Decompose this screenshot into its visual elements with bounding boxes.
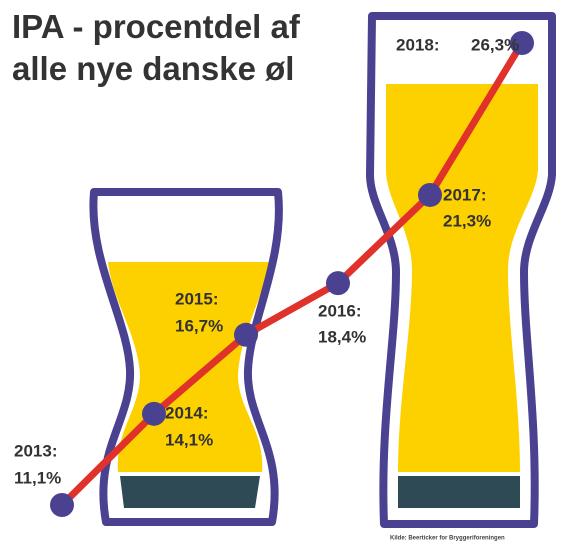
point [142,402,166,426]
point [418,183,442,207]
category-label: 2013: [14,441,57,460]
source: Kilde: Beerticker for Bryggeriforeningen [390,536,505,542]
small-glass [93,192,279,522]
value-label: 21,3% [443,211,491,230]
category-label: 2016: [318,301,361,320]
category-label: 2017: [443,185,486,204]
chart-title: IPA - procentdel af alle nye danske øl [12,6,312,90]
value-label: 11,1% [14,468,61,487]
value-label: 14,1% [165,430,213,449]
point [234,323,258,347]
value-label: 26,3% [471,35,519,54]
infographic: Kilde: Beerticker for Bryggeriforeningen… [0,0,563,544]
value-label: 16,7% [175,316,223,335]
category-label: 2014: [165,403,208,422]
value-label: 18,4% [318,327,366,346]
category-label: 2018: [396,35,439,54]
category-label: 2015: [175,289,218,308]
point [326,271,350,295]
point [50,493,74,517]
big-glass [370,16,552,524]
